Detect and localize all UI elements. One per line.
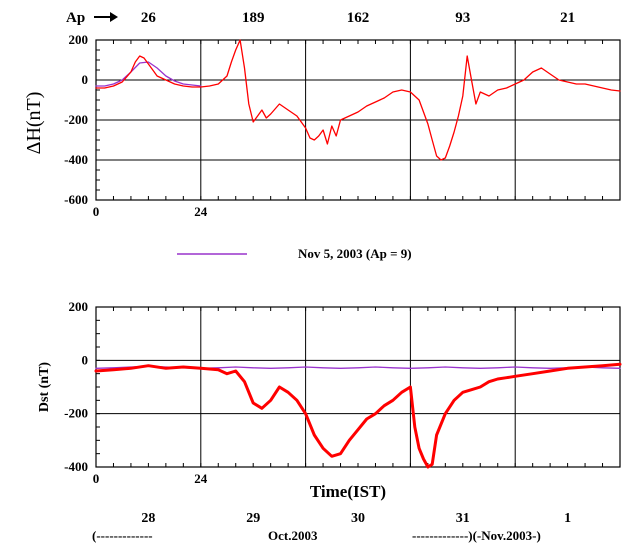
legend: Nov 5, 2003 (Ap = 9): [177, 246, 412, 261]
top-y-axis-label: ΔH(nT): [23, 92, 45, 155]
top-grid: [95, 39, 621, 201]
y-tick-label: 200: [69, 32, 89, 47]
ap-value: 21: [560, 10, 575, 26]
top-x-tick-labels: 0 24: [93, 204, 208, 219]
bottom-series: [94, 362, 622, 469]
y-tick-label: 200: [69, 299, 89, 314]
y-tick-label: -400: [64, 152, 88, 167]
day-label: 30: [351, 511, 365, 526]
bottom-y-tick-labels: -400 -200 0 200: [64, 299, 88, 474]
y-tick-label: 0: [82, 352, 89, 367]
y-tick-label: -400: [64, 459, 88, 474]
ap-values: 26 189 162 93 21: [141, 10, 575, 26]
ap-arrow-icon: [94, 12, 118, 22]
top-series: [95, 39, 621, 161]
series-line-quiet-day: [95, 61, 202, 87]
x-tick-label: 24: [194, 204, 208, 219]
x-tick-label: 0: [93, 471, 100, 486]
series-line-observed: [95, 39, 621, 161]
date-range-left: (-------------: [92, 528, 153, 543]
y-tick-label: -200: [64, 406, 88, 421]
y-tick-label: 0: [82, 72, 89, 87]
ap-value: 93: [455, 10, 470, 26]
date-range-right: -------------)(-Nov.2003-): [412, 528, 541, 543]
bottom-y-axis-label: Dst (nT): [37, 362, 52, 413]
day-label: 1: [564, 511, 571, 526]
x-tick-label: 0: [93, 204, 100, 219]
bottom-plot-frame: [95, 306, 621, 468]
top-y-tick-labels: -600 -400 -200 0 200: [64, 32, 88, 207]
ap-value: 26: [141, 10, 157, 26]
ap-label: Ap: [66, 10, 85, 26]
ap-value: 189: [242, 10, 265, 26]
bottom-panel-dst-chart: -400 -200 0 200 0 24 Dst (nT) Time(IST) 28 29…: [37, 299, 622, 543]
legend-label: Nov 5, 2003 (Ap = 9): [298, 246, 412, 261]
x-tick-label: 24: [194, 471, 208, 486]
series-line-observed: [94, 362, 622, 469]
day-label: 31: [456, 511, 470, 526]
y-tick-label: -600: [64, 192, 88, 207]
top-panel-ap-chart: -600 -400 -200 0 200 0 24 ΔH(nT) Ap 26 189 162 9…: [23, 10, 621, 219]
day-labels: 28 29 30 31 1: [141, 511, 571, 526]
day-label: 29: [246, 511, 260, 526]
day-label: 28: [141, 511, 155, 526]
bottom-x-tick-labels: 0 24: [93, 471, 208, 486]
date-range-month: Oct.2003: [268, 528, 318, 543]
ap-value: 162: [347, 10, 370, 26]
y-tick-label: -200: [64, 112, 88, 127]
bottom-x-axis-label: Time(IST): [310, 482, 386, 501]
bottom-grid: [95, 306, 621, 468]
